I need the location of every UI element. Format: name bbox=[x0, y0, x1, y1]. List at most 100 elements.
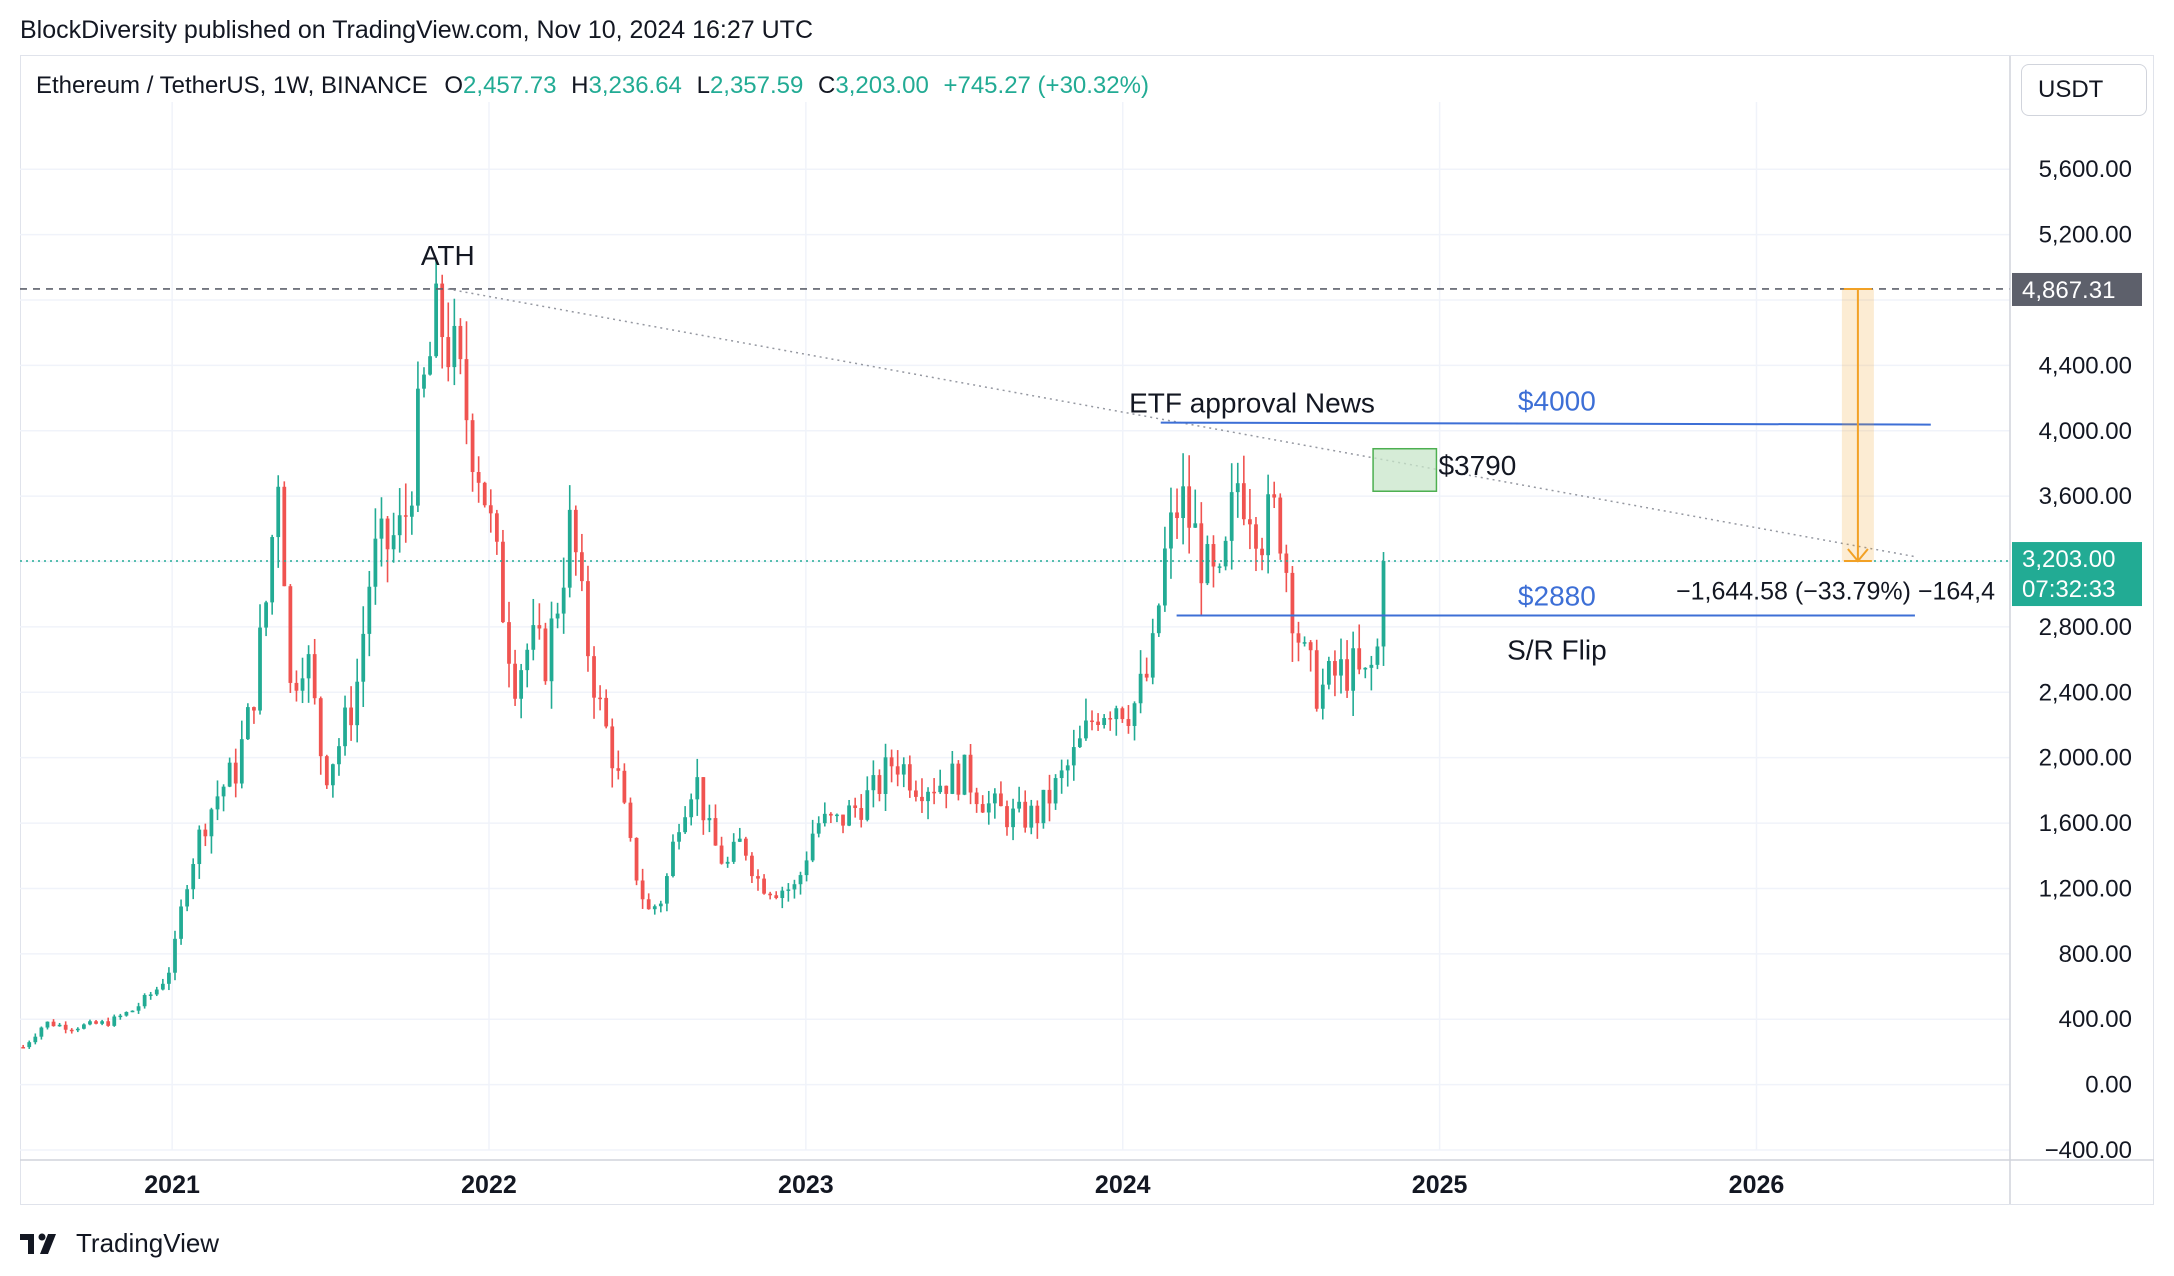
candle-up bbox=[525, 649, 530, 671]
candle-down bbox=[543, 628, 548, 682]
ath-price-tag bbox=[2012, 272, 2142, 306]
candle-down bbox=[914, 790, 918, 797]
candle-up bbox=[950, 763, 955, 794]
time-tick-label: 2022 bbox=[461, 1171, 517, 1199]
candle-up bbox=[1181, 486, 1185, 519]
candle-up bbox=[57, 1024, 62, 1027]
candle-up bbox=[1235, 483, 1240, 493]
candle-up bbox=[258, 627, 262, 711]
candle-up bbox=[555, 613, 560, 619]
candle-down bbox=[318, 698, 323, 757]
candle-up bbox=[810, 833, 815, 861]
candle-up bbox=[677, 832, 681, 842]
high-label: H bbox=[571, 72, 589, 99]
candle-down bbox=[21, 1047, 26, 1049]
candles-layer bbox=[21, 259, 1386, 1049]
candle-down bbox=[628, 802, 633, 838]
candle-up bbox=[567, 509, 572, 588]
candle-up bbox=[986, 803, 991, 813]
candle-down bbox=[294, 682, 299, 691]
candle-up bbox=[731, 841, 736, 862]
candle-down bbox=[1211, 544, 1216, 567]
candle-up bbox=[112, 1016, 117, 1026]
candle-down bbox=[598, 697, 602, 700]
symbol-legend: Ethereum / TetherUS, 1W, BINANCE O2,457.… bbox=[36, 72, 1149, 100]
candle-down bbox=[1290, 572, 1295, 634]
candle-up bbox=[245, 707, 250, 740]
candle-down bbox=[616, 768, 621, 771]
candle-down bbox=[288, 586, 293, 683]
candle-up bbox=[1011, 808, 1015, 828]
open-label: O bbox=[444, 72, 464, 99]
high-value: 3,236.64 bbox=[588, 72, 682, 99]
candle-up bbox=[215, 796, 220, 810]
candle-down bbox=[980, 804, 985, 813]
candle-down bbox=[586, 581, 590, 657]
etf-approval-label: ETF approval News bbox=[1129, 388, 1375, 419]
candle-down bbox=[828, 813, 833, 816]
candle-up bbox=[45, 1021, 50, 1028]
candle-down bbox=[907, 764, 912, 791]
candle-up bbox=[379, 518, 384, 539]
candle-up bbox=[531, 625, 536, 650]
candle-down bbox=[932, 791, 936, 794]
candle-up bbox=[185, 889, 190, 907]
candle-up bbox=[865, 790, 870, 820]
candle-up bbox=[695, 777, 700, 800]
candle-down bbox=[1357, 648, 1362, 670]
currency-selector[interactable]: USDT bbox=[2021, 64, 2147, 116]
candle-down bbox=[1126, 719, 1131, 726]
candle-up bbox=[871, 775, 876, 791]
candle-up bbox=[1205, 544, 1210, 584]
candle-up bbox=[373, 538, 378, 587]
candle-up bbox=[683, 817, 688, 833]
price-tick-label: 1,600.00 bbox=[2039, 810, 2132, 837]
candle-up bbox=[343, 707, 347, 747]
candle-up bbox=[452, 325, 457, 368]
candle-up bbox=[1029, 805, 1034, 828]
candle-down bbox=[476, 472, 481, 483]
candle-up bbox=[276, 486, 281, 538]
target-3790-box bbox=[1372, 447, 1438, 492]
candle-up bbox=[33, 1036, 38, 1043]
candle-up bbox=[270, 537, 275, 603]
price-tick-label: 800.00 bbox=[2059, 941, 2132, 968]
candle-up bbox=[434, 283, 439, 357]
measure-arrowhead bbox=[1847, 548, 1869, 563]
candle-down bbox=[233, 762, 238, 784]
candle-up bbox=[798, 875, 803, 885]
current-price-tag-text: 3,203.00 bbox=[2022, 546, 2115, 573]
candle-up bbox=[671, 841, 675, 877]
candle-up bbox=[124, 1012, 129, 1016]
candle-up bbox=[264, 602, 268, 628]
candle-up bbox=[1223, 540, 1228, 567]
candle-down bbox=[1035, 805, 1040, 824]
candle-up bbox=[1156, 605, 1161, 634]
candle-down bbox=[324, 756, 329, 786]
current-price-tag bbox=[2012, 542, 2142, 607]
candle-up bbox=[883, 757, 888, 794]
candle-up bbox=[391, 535, 396, 550]
candle-up bbox=[816, 823, 821, 834]
candle-down bbox=[1047, 789, 1052, 804]
candle-up bbox=[737, 838, 742, 842]
candle-down bbox=[1314, 650, 1319, 709]
candle-down bbox=[877, 775, 882, 794]
candle-up bbox=[136, 1006, 141, 1011]
candle-down bbox=[634, 837, 639, 881]
candle-up bbox=[142, 995, 147, 1007]
candle-down bbox=[756, 876, 760, 879]
candle-down bbox=[446, 337, 451, 368]
level-4000-label: $4000 bbox=[1518, 386, 1596, 417]
candle-down bbox=[889, 757, 894, 767]
candle-down bbox=[895, 766, 900, 775]
candle-up bbox=[1217, 566, 1222, 568]
price-tick-label: 2,800.00 bbox=[2039, 614, 2132, 641]
candle-up bbox=[337, 746, 341, 765]
time-tick-label: 2024 bbox=[1095, 1171, 1151, 1199]
candle-down bbox=[488, 505, 493, 514]
candle-up bbox=[221, 786, 226, 797]
candle-down bbox=[69, 1029, 74, 1032]
candle-down bbox=[713, 818, 718, 846]
candle-down bbox=[501, 541, 505, 623]
